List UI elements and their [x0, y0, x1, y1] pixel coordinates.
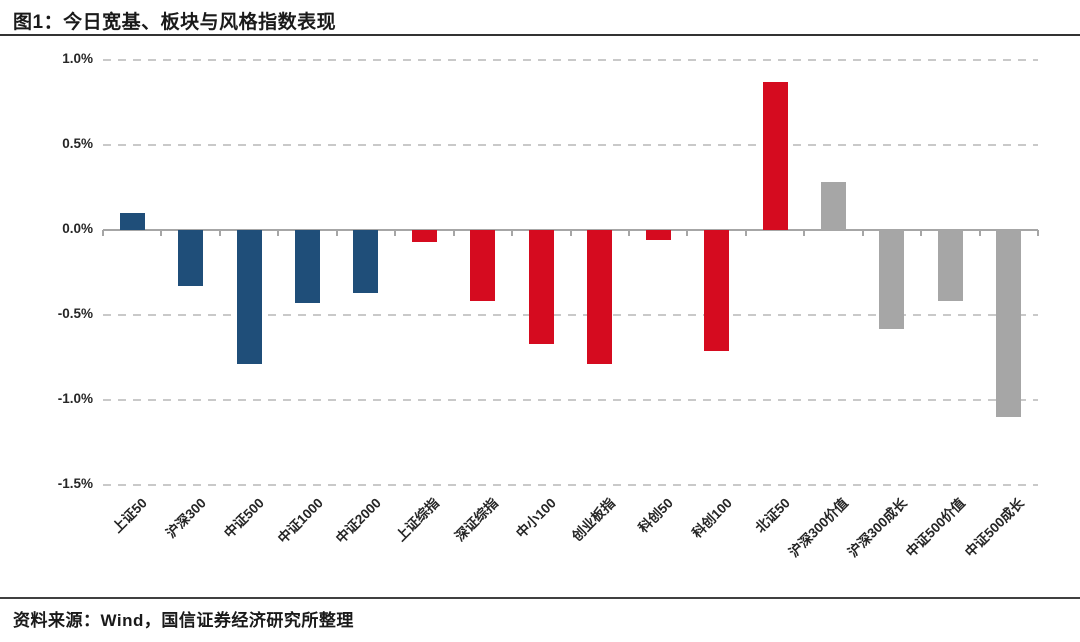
y-axis-tick-label: 0.0% — [62, 221, 93, 236]
title-divider — [0, 34, 1080, 36]
bar-沪深300 — [178, 230, 204, 287]
zero-axis-tick — [920, 230, 923, 236]
bar-chart-plot-area: 1.0% 0.5% 0.0% -0.5% -1.0% -1.5% 上证50 沪深300 中证50… — [58, 52, 1039, 560]
bar-中证500 — [236, 230, 262, 365]
zero-axis-tick — [627, 230, 630, 236]
y-axis-tick-label: 0.5% — [62, 136, 93, 151]
zero-axis-tick — [686, 230, 689, 236]
gridline-0.5% — [103, 144, 1038, 146]
zero-axis-tick — [394, 230, 397, 236]
zero-axis-tick — [218, 230, 221, 236]
zero-axis-tick — [277, 230, 280, 236]
gridline--1.5% — [103, 484, 1038, 486]
zero-axis-tick — [102, 230, 104, 236]
bar-中证2000 — [353, 230, 379, 293]
bar-科创100 — [704, 230, 730, 351]
bar-上证50 — [119, 213, 145, 230]
bar-沪深300成长 — [879, 230, 905, 329]
bar-中小100 — [528, 230, 554, 344]
gridline-1.0% — [103, 59, 1038, 61]
bar-创业板指 — [587, 230, 613, 365]
y-axis-tick-label: -1.0% — [57, 391, 93, 406]
footer-divider — [0, 597, 1080, 599]
bar-沪深300价值 — [820, 182, 846, 230]
bar-北证50 — [762, 82, 788, 230]
zero-axis-tick — [511, 230, 514, 236]
bar-中证500价值 — [937, 230, 963, 302]
bar-中证1000 — [295, 230, 321, 304]
y-axis-tick-label: -1.5% — [57, 476, 93, 491]
zero-axis-tick — [978, 230, 981, 236]
gridline--1.0% — [103, 399, 1038, 401]
zero-axis-tick — [335, 230, 338, 236]
y-axis-tick-label: 1.0% — [62, 51, 93, 66]
zero-axis-tick — [803, 230, 806, 236]
zero-axis-tick — [569, 230, 572, 236]
zero-axis-tick — [861, 230, 864, 236]
zero-axis-tick — [1037, 230, 1039, 236]
figure-title: 图1：今日宽基、板块与风格指数表现 — [13, 12, 337, 33]
bar-上证综指 — [411, 230, 437, 242]
bar-科创50 — [645, 230, 671, 241]
y-axis-tick-label: -0.5% — [57, 306, 93, 321]
zero-axis-tick — [160, 230, 163, 236]
zero-axis-tick — [452, 230, 455, 236]
gridline--0.5% — [103, 314, 1038, 316]
source-note: 资料来源：Wind，国信证券经济研究所整理 — [13, 611, 354, 630]
bar-深证综指 — [470, 230, 496, 302]
zero-axis-tick — [744, 230, 747, 236]
bar-中证500成长 — [996, 230, 1022, 417]
